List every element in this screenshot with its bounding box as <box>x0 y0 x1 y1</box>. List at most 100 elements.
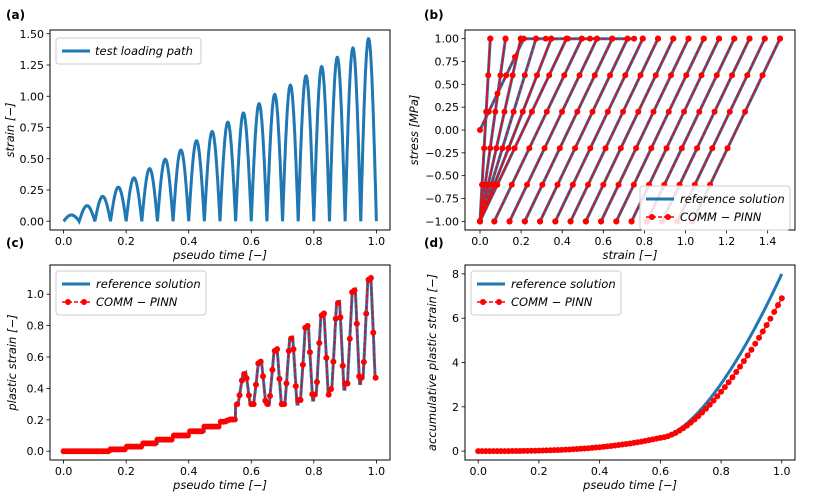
data-point-comm-pinn-d <box>714 393 721 400</box>
series-line-comm-pinn-b <box>479 38 507 222</box>
data-point-comm-pinn-b <box>744 72 751 79</box>
x-tick-label-d: 0.0 <box>469 465 487 478</box>
y-tick-label-d: 4 <box>452 357 459 370</box>
data-point-comm-pinn-d <box>725 379 732 386</box>
legend-label-c: reference solution <box>96 277 201 291</box>
y-tick-label-d: 6 <box>452 312 459 325</box>
x-tick-label-b: 0.2 <box>512 235 530 248</box>
y-tick-label-a: 0.75 <box>20 122 45 135</box>
data-point-comm-pinn-d <box>771 308 778 315</box>
data-point-comm-pinn-b <box>563 35 570 42</box>
x-tick-label-d: 0.8 <box>712 465 730 478</box>
y-tick-label-c: 0.6 <box>27 351 45 364</box>
data-point-comm-pinn-c <box>257 358 264 365</box>
data-point-comm-pinn-b <box>539 181 546 188</box>
data-point-comm-pinn-b <box>541 145 548 152</box>
x-tick-label-c: 0.6 <box>243 465 261 478</box>
data-point-comm-pinn-c <box>344 380 351 387</box>
data-point-comm-pinn-b <box>663 145 670 152</box>
data-point-comm-pinn-b <box>487 145 494 152</box>
data-point-comm-pinn-c <box>339 362 346 369</box>
data-point-comm-pinn-b <box>569 181 576 188</box>
series-line-comm-pinn-b <box>585 38 674 222</box>
y-tick-label-b: −0.75 <box>425 192 459 205</box>
data-point-comm-pinn-c <box>335 299 342 306</box>
data-point-comm-pinn-b <box>650 108 657 115</box>
data-point-comm-pinn-b <box>528 108 535 115</box>
data-point-comm-pinn-b <box>499 145 506 152</box>
data-point-comm-pinn-b <box>724 145 731 152</box>
series-line-comm-pinn-b <box>539 38 629 222</box>
y-tick-label-c: 0.8 <box>27 320 45 333</box>
data-point-comm-pinn-d <box>759 328 766 335</box>
data-point-comm-pinn-d <box>695 413 702 420</box>
data-point-comm-pinn-b <box>537 218 544 225</box>
data-point-comm-pinn-b <box>494 181 501 188</box>
x-tick-label-a: 0.2 <box>117 235 135 248</box>
y-tick-label-c: 0.0 <box>27 445 45 458</box>
data-point-comm-pinn-b <box>685 35 692 42</box>
x-tick-label-b: 1.4 <box>759 235 777 248</box>
data-point-comm-pinn-c <box>288 335 295 342</box>
data-point-comm-pinn-b <box>700 35 707 42</box>
data-point-comm-pinn-b <box>561 72 568 79</box>
data-point-comm-pinn-b <box>548 35 555 42</box>
x-tick-label-a: 0.0 <box>55 235 73 248</box>
series-line-comm-pinn-b <box>615 38 705 222</box>
data-point-comm-pinn-b <box>678 145 685 152</box>
data-point-comm-pinn-b <box>511 145 518 152</box>
data-point-comm-pinn-c <box>330 358 337 365</box>
data-point-comm-pinn-c <box>323 354 330 361</box>
data-point-comm-pinn-b <box>493 145 500 152</box>
data-point-comm-pinn-d <box>740 358 747 365</box>
series-line-comm-pinn-b <box>600 38 690 222</box>
x-tick-label-c: 0.4 <box>180 465 198 478</box>
data-point-comm-pinn-b <box>576 72 583 79</box>
data-point-comm-pinn-b <box>491 218 498 225</box>
x-tick-label-d: 0.6 <box>652 465 670 478</box>
data-point-comm-pinn-b <box>615 181 622 188</box>
data-point-comm-pinn-b <box>742 108 749 115</box>
x-tick-label-b: 0.6 <box>595 235 613 248</box>
data-point-comm-pinn-c <box>245 392 252 399</box>
data-point-comm-pinn-b <box>630 181 637 188</box>
data-point-comm-pinn-c <box>351 287 358 294</box>
x-tick-label-b: 0.8 <box>636 235 654 248</box>
panel-b-stress-strain-chart: 0.0 0.2 0.4 0.6 0.8 1.0 1.2 1.4 −1.00 −0.75 −0.50 −… <box>407 29 796 262</box>
x-tick-label-b: 0.0 <box>471 235 489 248</box>
series-line-comm-pinn-b <box>479 38 537 222</box>
data-point-comm-pinn-b <box>503 72 510 79</box>
y-axis-label-c: plastic strain [−] <box>5 314 19 411</box>
data-point-comm-pinn-b <box>559 108 566 115</box>
data-point-comm-pinn-b <box>574 108 581 115</box>
data-point-comm-pinn-c <box>304 322 311 329</box>
data-point-comm-pinn-d <box>718 388 725 395</box>
legend-label-d: COMM − PINN <box>511 295 593 309</box>
x-axis-label-a: pseudo time [−] <box>172 248 267 262</box>
data-point-comm-pinn-d <box>733 369 740 376</box>
series-line-comm-pinn-b <box>676 38 766 222</box>
x-tick-label-b: 1.0 <box>677 235 695 248</box>
data-point-comm-pinn-b <box>729 72 736 79</box>
data-point-comm-pinn-b <box>510 108 517 115</box>
series-line-comm-pinn-c <box>63 276 377 452</box>
data-point-comm-pinn-d <box>774 302 781 309</box>
series-line-comm-pinn-b <box>646 38 735 222</box>
y-tick-label-a: 0.00 <box>20 215 45 228</box>
data-point-comm-pinn-c <box>290 346 297 353</box>
data-point-comm-pinn-d <box>767 315 774 322</box>
legend-label-c: COMM − PINN <box>96 295 178 309</box>
data-point-comm-pinn-b <box>633 145 640 152</box>
data-point-comm-pinn-b <box>726 108 733 115</box>
data-point-comm-pinn-b <box>502 35 509 42</box>
legend-a: test loading path <box>55 37 202 65</box>
data-point-comm-pinn-c <box>297 397 304 404</box>
panel-d-accumulative-plastic-strain-chart: 0.0 0.2 0.4 0.6 0.8 1.0 0 2 4 6 8 pseudo time [−] ac… <box>425 264 796 492</box>
legend-marker-comm-pinn-b <box>665 214 671 220</box>
y-tick-label-d: 2 <box>452 401 459 414</box>
data-point-comm-pinn-d <box>763 322 770 329</box>
data-point-comm-pinn-c <box>337 314 344 321</box>
data-point-comm-pinn-c <box>346 335 353 342</box>
data-point-comm-pinn-b <box>533 35 540 42</box>
y-tick-label-a: 1.00 <box>20 90 45 103</box>
